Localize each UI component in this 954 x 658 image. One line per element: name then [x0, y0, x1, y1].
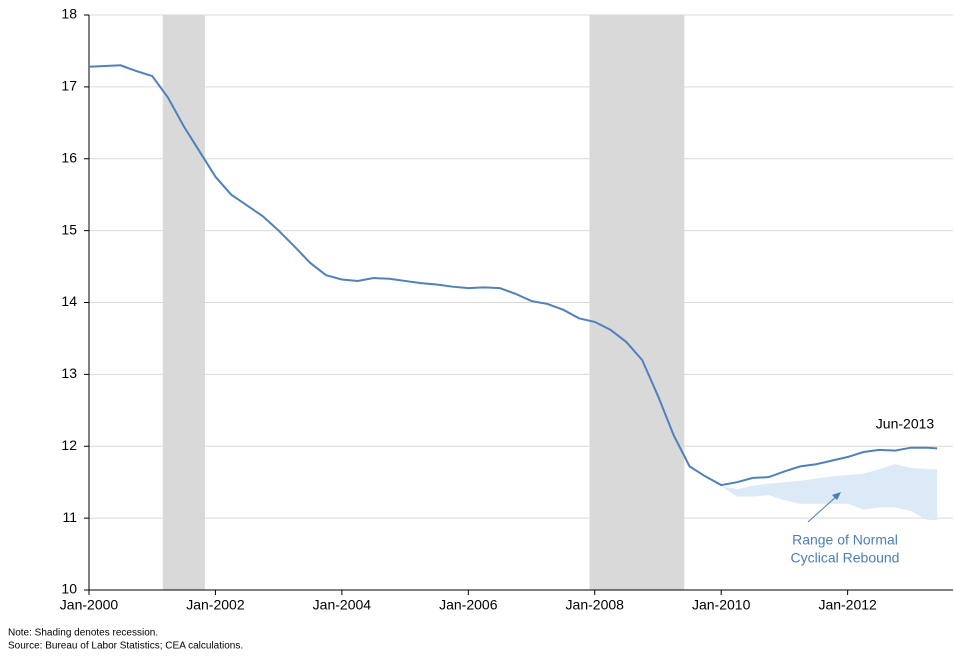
y-tick-label: 14 [61, 293, 77, 309]
y-tick-label: 16 [61, 149, 77, 165]
y-tick-label: 17 [61, 78, 77, 94]
arrow [807, 494, 839, 523]
y-tick-label: 10 [61, 581, 77, 597]
y-tick-label: 18 [61, 6, 77, 22]
x-tick-label: Jan-2006 [439, 597, 498, 613]
x-tick-label: Jan-2002 [186, 597, 245, 613]
x-tick-label: Jan-2010 [692, 597, 751, 613]
x-tick-label: Jan-2000 [60, 597, 119, 613]
y-tick-label: 12 [61, 437, 77, 453]
x-tick-label: Jan-2004 [313, 597, 372, 613]
note: Source: Bureau of Labor Statistics; CEA … [8, 641, 243, 652]
note: Note: Shading denotes recession. [8, 628, 158, 639]
x-tick-label: Jan-2012 [818, 597, 877, 613]
y-tick-label: 11 [62, 509, 77, 525]
series-line [88, 64, 938, 487]
rebound-range [721, 464, 938, 521]
arrow-head [832, 492, 841, 500]
x-tick-label: Jan-2008 [566, 597, 625, 613]
grid: 10 11 12 13 14 15 16 17 18 Jan-2000 Jan-2002 Jan-20… [60, 6, 953, 613]
y-tick-label: 15 [61, 221, 77, 237]
band-label: Range of Normal [792, 532, 898, 548]
band-label: Cyclical Rebound [791, 550, 900, 566]
marks [88, 64, 938, 521]
end-label: Jun-2013 [876, 416, 935, 432]
y-tick-label: 13 [61, 365, 77, 381]
